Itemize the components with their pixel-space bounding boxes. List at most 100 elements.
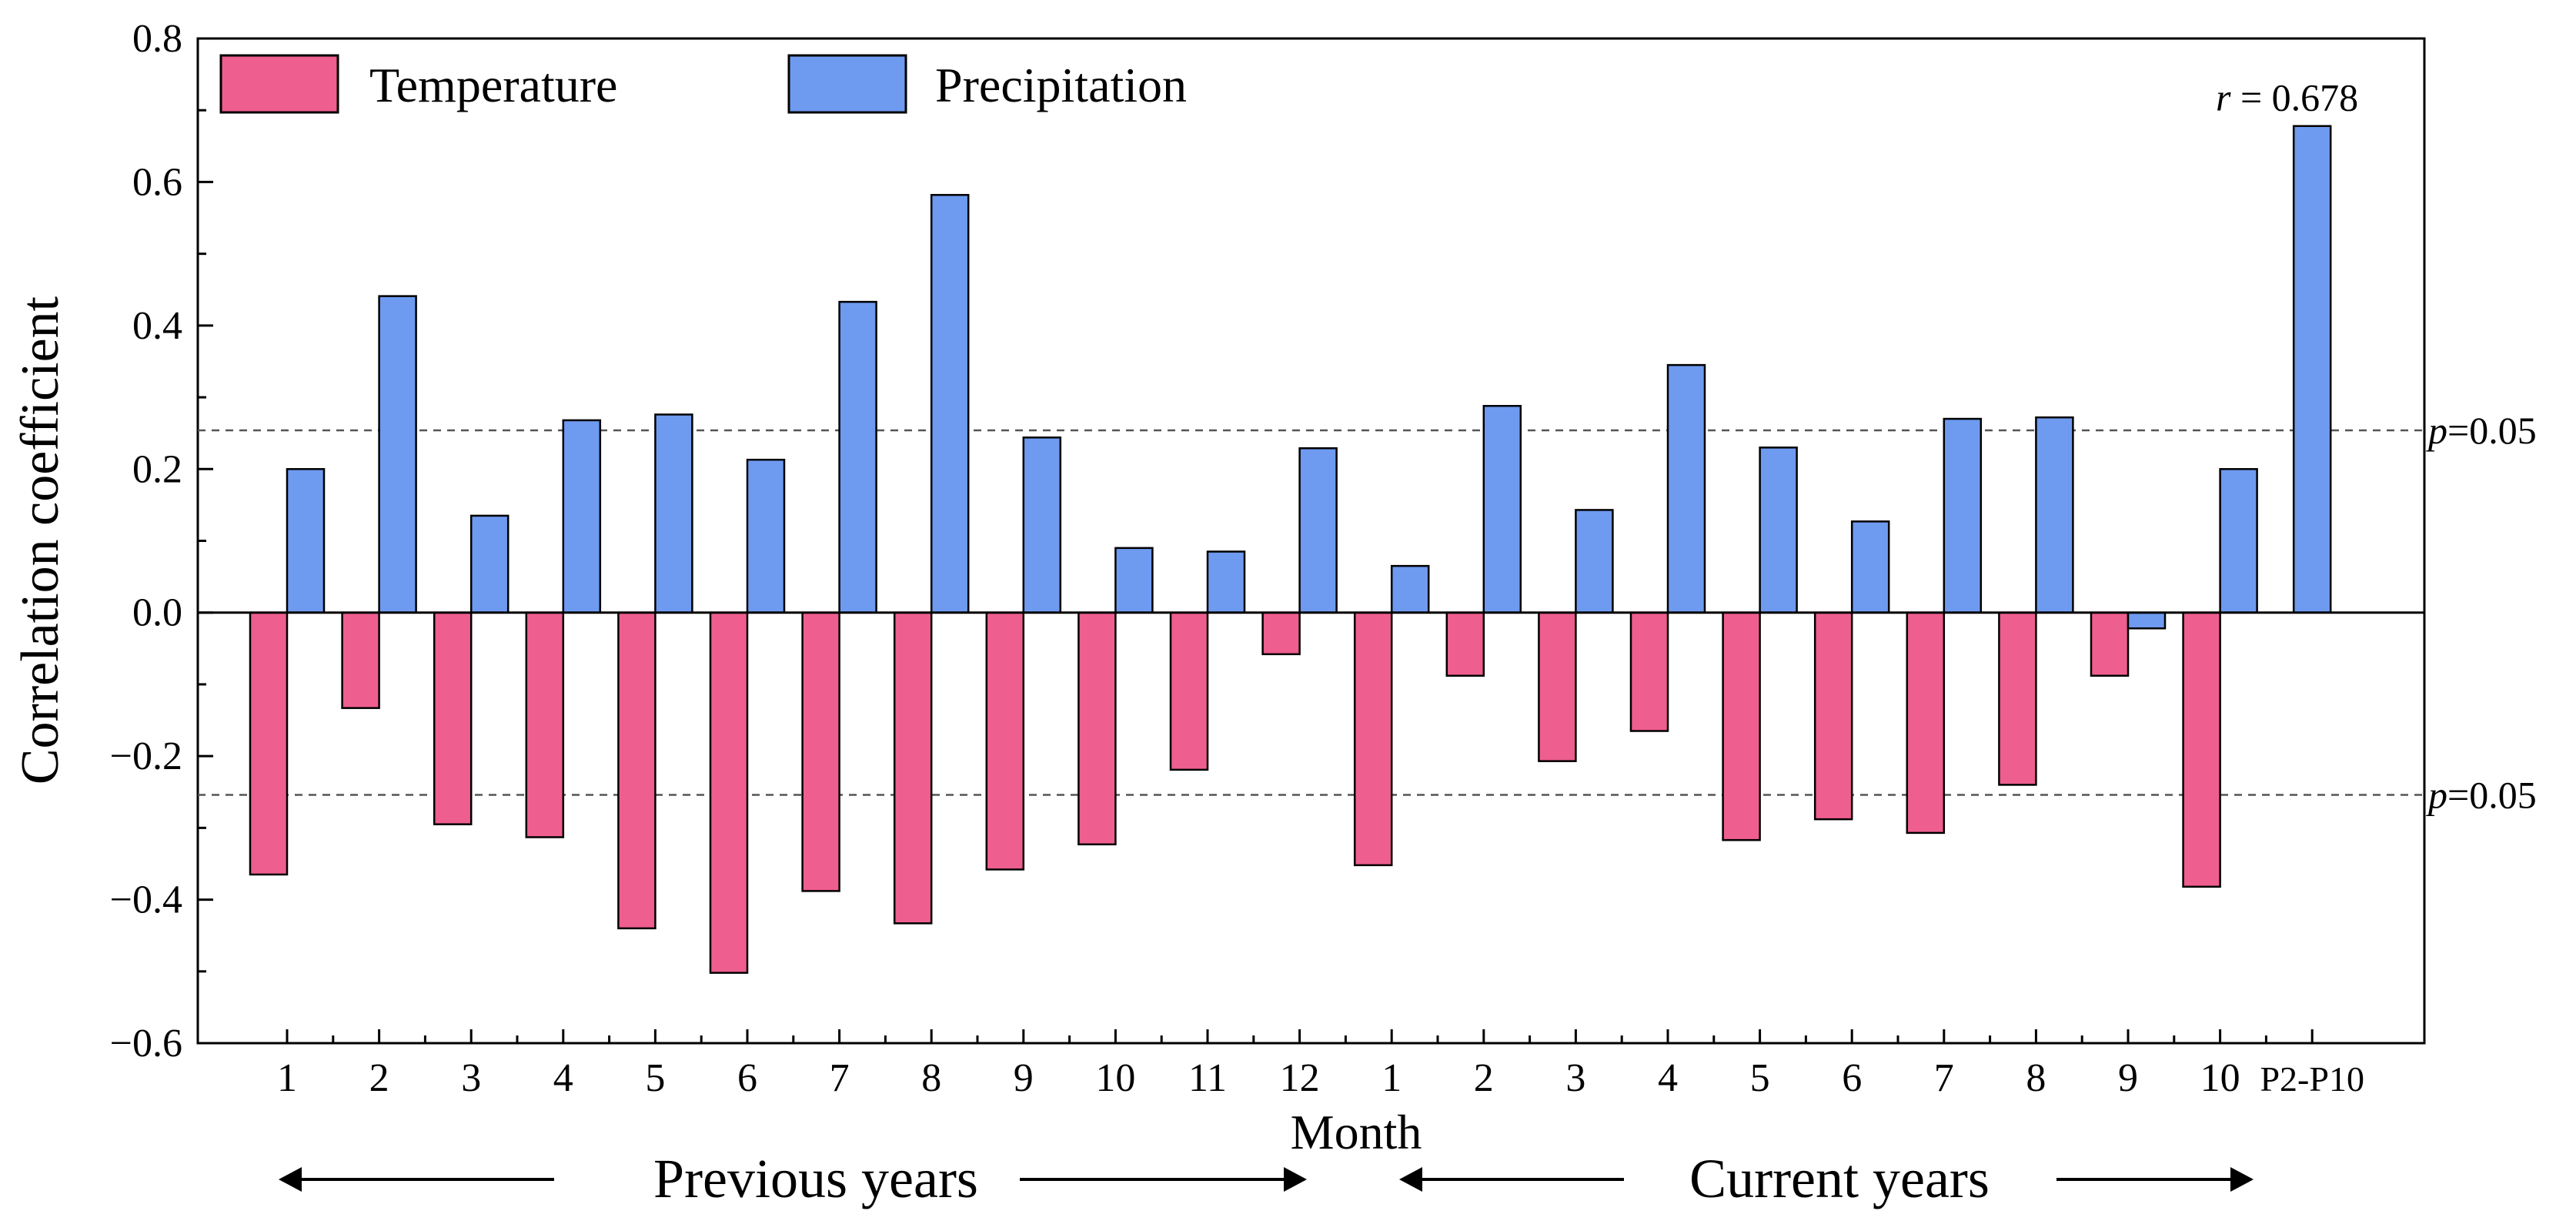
- bar-temperature: [1445, 611, 1485, 677]
- x-tick-label: 3: [1565, 1056, 1585, 1100]
- bar-precipitation: [654, 413, 693, 614]
- bar-precipitation: [2127, 611, 2167, 630]
- bar-temperature: [1261, 611, 1301, 656]
- x-tick-label: 2: [369, 1056, 389, 1100]
- bar-precipitation: [378, 295, 417, 614]
- bar-precipitation: [286, 468, 326, 614]
- bar-precipitation: [1575, 509, 1614, 614]
- bar-temperature: [1813, 611, 1853, 821]
- y-tick-label: 0.0: [132, 591, 182, 635]
- x-tick-label: 8: [2026, 1056, 2046, 1100]
- bar-precipitation: [1850, 520, 1890, 614]
- bar-temperature: [2182, 611, 2221, 888]
- bar-temperature: [525, 611, 565, 838]
- x-tick-label: 4: [553, 1056, 573, 1100]
- x-tick-label: 10: [1095, 1056, 1135, 1100]
- y-tick-label: 0.8: [132, 17, 182, 61]
- period-label-previous: Previous years: [653, 1148, 978, 1209]
- arrowhead-current-right: [2230, 1167, 2254, 1192]
- bar-precipitation: [2292, 125, 2332, 614]
- bar-temperature: [1629, 611, 1669, 732]
- bar-temperature: [801, 611, 840, 892]
- x-tick-label: 7: [1934, 1056, 1954, 1100]
- x-tick-label: 8: [921, 1056, 941, 1100]
- x-tick-label: 3: [461, 1056, 481, 1100]
- bar-temperature: [1906, 611, 1946, 835]
- sig-upper-value: =0.05: [2447, 409, 2537, 452]
- bar-precipitation: [562, 419, 602, 614]
- r-annotation-value: = 0.678: [2230, 76, 2358, 119]
- bar-precipitation: [1022, 437, 1062, 614]
- x-tick-label: 5: [1750, 1056, 1770, 1100]
- bar-precipitation: [2035, 416, 2074, 614]
- bar-precipitation: [1114, 547, 1154, 614]
- arrowhead-current-left: [1399, 1167, 1422, 1192]
- bar-precipitation: [930, 193, 970, 614]
- x-tick-label: P2-P10: [2260, 1059, 2364, 1099]
- bar-temperature: [1169, 611, 1209, 771]
- legend-label-temperature: Temperature: [369, 58, 617, 112]
- x-tick-label: 12: [1280, 1056, 1320, 1100]
- bar-temperature: [1353, 611, 1393, 867]
- bar-temperature: [1538, 611, 1577, 762]
- x-axis-label: Month: [1291, 1105, 1422, 1159]
- arrowhead-previous-right: [1284, 1167, 1307, 1192]
- bar-precipitation: [1943, 417, 1983, 614]
- bar-temperature: [893, 611, 933, 925]
- bar-temperature: [1078, 611, 1117, 846]
- bar-temperature: [433, 611, 473, 825]
- x-tick-label: 11: [1188, 1056, 1227, 1100]
- y-tick-label: −0.6: [110, 1022, 182, 1065]
- x-tick-label: 9: [1014, 1056, 1034, 1100]
- x-tick-label: 6: [1842, 1056, 1862, 1100]
- x-tick-label: 5: [645, 1056, 665, 1100]
- sig-lower-prefix: p: [2426, 773, 2447, 816]
- period-label-current: Current years: [1689, 1148, 1990, 1209]
- bar-precipitation: [1666, 363, 1706, 614]
- bar-precipitation: [1759, 447, 1798, 614]
- bar-precipitation: [1482, 405, 1522, 614]
- bar-temperature: [2090, 611, 2130, 677]
- significance-label-upper: p=0.05: [2426, 409, 2537, 452]
- bar-precipitation: [838, 300, 877, 614]
- x-tick-label: 6: [737, 1056, 757, 1100]
- x-tick-label: 4: [1658, 1056, 1678, 1100]
- r-annotation-prefix: r: [2216, 76, 2231, 119]
- legend-swatch-temperature: [219, 54, 339, 114]
- bar-temperature: [985, 611, 1025, 871]
- r-annotation: r = 0.678: [2216, 76, 2358, 119]
- significance-label-lower: p=0.05: [2426, 773, 2537, 816]
- x-tick-label: 2: [1474, 1056, 1494, 1100]
- sig-lower-value: =0.05: [2447, 773, 2537, 816]
- bar-temperature: [1998, 611, 2037, 786]
- bar-temperature: [249, 611, 289, 876]
- bar-precipitation: [746, 458, 786, 614]
- sig-upper-prefix: p: [2426, 409, 2447, 452]
- bar-precipitation: [469, 514, 510, 614]
- bar-temperature: [709, 611, 749, 974]
- legend-swatch-precipitation: [787, 54, 907, 114]
- y-axis-label: Correlation coefficient: [11, 296, 70, 784]
- bar-temperature: [617, 611, 657, 930]
- legend-label-precipitation: Precipitation: [935, 58, 1187, 112]
- arrowhead-previous-left: [279, 1167, 302, 1192]
- y-tick-label: −0.2: [110, 734, 182, 778]
- y-tick-label: 0.2: [132, 447, 182, 491]
- bar-precipitation: [1206, 550, 1246, 614]
- bar-precipitation: [1390, 564, 1430, 614]
- y-tick-label: 0.6: [132, 160, 182, 204]
- bar-temperature: [341, 611, 380, 709]
- x-tick-label: 1: [277, 1056, 297, 1100]
- bar-precipitation: [1298, 447, 1338, 614]
- bar-temperature: [1722, 611, 1761, 841]
- y-tick-label: −0.4: [110, 878, 182, 922]
- x-tick-label: 7: [830, 1056, 850, 1100]
- period-current-years: Current years: [1399, 1148, 2254, 1209]
- x-tick-label: 1: [1382, 1056, 1402, 1100]
- legend: Temperature Precipitation: [219, 54, 1187, 114]
- x-tick-label: 10: [2200, 1056, 2240, 1100]
- x-tick-label: 9: [2118, 1056, 2138, 1100]
- y-tick-label: 0.4: [132, 304, 182, 348]
- period-previous-years: Previous years: [279, 1148, 1307, 1209]
